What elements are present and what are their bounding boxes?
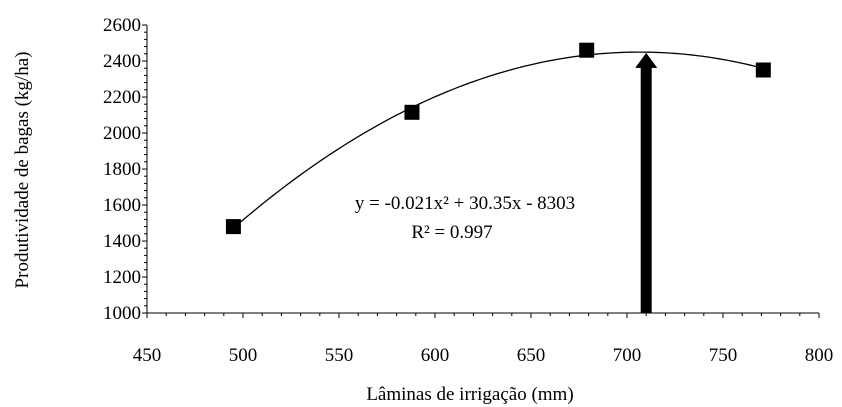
x-tick-label: 750 [709, 345, 738, 366]
trendline-curve [232, 51, 764, 229]
y-tick-label: 1400 [103, 231, 141, 252]
data-point-square [225, 219, 241, 235]
y-tick-label: 1000 [103, 303, 141, 324]
axes [146, 25, 819, 314]
x-tick-label: 450 [133, 345, 162, 366]
x-axis-title: Lâminas de irrigação (mm) [366, 384, 573, 405]
arrow-shaft [640, 66, 652, 314]
data-point-square [404, 104, 420, 120]
x-axis-ticks: 450 500 550 600 650 700 750 800 [133, 313, 834, 366]
y-tick-label: 2000 [103, 123, 141, 144]
x-tick-label: 600 [421, 345, 450, 366]
data-point-square [755, 62, 771, 78]
y-tick-label: 1600 [103, 195, 141, 216]
y-axis-title: Produtividade de bagas (kg/ha) [12, 52, 33, 289]
y-tick-label: 2200 [103, 87, 141, 108]
x-tick-label: 800 [805, 345, 834, 366]
x-tick-label: 650 [517, 345, 546, 366]
trendline-r-squared: R² = 0.997 [411, 222, 492, 243]
y-tick-label: 2600 [103, 15, 141, 36]
y-tick-label: 2400 [103, 51, 141, 72]
trendline [232, 51, 764, 229]
trendline-equation: y = -0.021x² + 30.35x - 8303 [355, 193, 575, 214]
y-axis-ticks: 1000 1200 1400 1600 1800 2000 2200 2400 2600 [103, 15, 147, 324]
x-tick-label: 550 [325, 345, 354, 366]
data-point-square [579, 42, 595, 58]
y-tick-label: 1200 [103, 267, 141, 288]
x-tick-label: 700 [613, 345, 642, 366]
data-points [225, 42, 771, 235]
x-tick-label: 500 [229, 345, 258, 366]
annotation-arrow [635, 52, 658, 314]
arrow-head [635, 52, 658, 68]
y-tick-label: 1800 [103, 159, 141, 180]
